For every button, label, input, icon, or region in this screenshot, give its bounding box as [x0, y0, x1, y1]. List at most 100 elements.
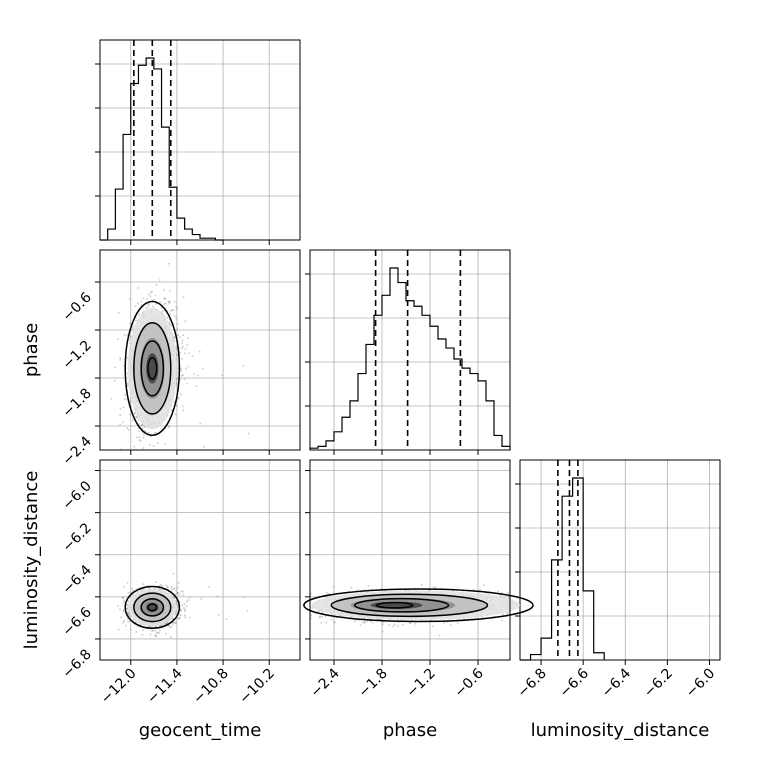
sample-point: [140, 300, 143, 303]
panel-geocent-time-phase: [95, 249, 301, 456]
sample-point: [397, 621, 400, 623]
sample-point: [154, 294, 157, 297]
sample-point: [333, 594, 335, 597]
x-tick-label: −6.2: [641, 666, 676, 701]
sample-point: [321, 616, 323, 618]
sample-point: [119, 423, 121, 426]
sample-point: [165, 584, 168, 587]
sample-point: [193, 373, 196, 376]
sample-point: [122, 421, 125, 424]
sample-point: [156, 631, 158, 634]
sample-point: [216, 595, 219, 598]
sample-point: [122, 609, 125, 611]
sample-point: [178, 617, 181, 620]
sample-point: [325, 591, 328, 594]
sample-point: [131, 328, 134, 330]
sample-point: [163, 303, 166, 305]
sample-point: [127, 613, 129, 615]
sample-point: [177, 606, 180, 608]
contour-line: [133, 592, 172, 623]
sample-point: [147, 625, 150, 628]
sample-point: [154, 634, 156, 636]
sample-point: [159, 300, 161, 303]
sample-point: [182, 374, 184, 377]
sample-point: [186, 382, 188, 385]
sample-point: [317, 610, 320, 613]
sample-point: [318, 610, 320, 612]
sample-point: [146, 454, 148, 456]
sample-point: [155, 635, 157, 638]
sample-point: [177, 617, 180, 620]
sample-point: [181, 358, 183, 360]
sample-point: [175, 589, 177, 592]
sample-point: [155, 626, 157, 628]
sample-point: [161, 625, 164, 627]
panel-frame: [99, 249, 301, 451]
sample-point: [168, 301, 171, 304]
sample-point: [170, 586, 173, 588]
sample-point: [183, 614, 186, 617]
sample-point: [122, 586, 125, 588]
sample-point: [170, 636, 172, 638]
sample-point: [318, 616, 321, 619]
sample-point: [511, 597, 513, 599]
sample-point: [126, 607, 129, 609]
sample-point: [363, 588, 366, 591]
sample-point: [176, 386, 179, 388]
sample-point: [201, 367, 204, 370]
sample-point: [152, 445, 155, 447]
sample-point: [174, 622, 177, 624]
sample-point: [151, 453, 153, 455]
sample-point: [481, 616, 483, 618]
sample-point: [175, 379, 178, 381]
sample-point: [176, 591, 179, 594]
sample-point: [136, 436, 139, 439]
sample-point: [142, 588, 144, 590]
sample-point: [508, 596, 510, 598]
sample-point: [177, 334, 180, 337]
panel-background: [520, 460, 720, 660]
sample-point: [360, 591, 362, 594]
sample-point: [186, 344, 189, 346]
sample-point: [126, 384, 129, 387]
sample-point: [310, 617, 312, 620]
sample-point: [155, 303, 157, 305]
sample-point: [131, 591, 133, 594]
sample-point: [160, 624, 163, 626]
sample-point: [172, 594, 175, 597]
sample-point: [184, 352, 186, 355]
sample-point: [123, 364, 125, 367]
sample-point: [180, 609, 183, 612]
sample-point: [179, 613, 182, 616]
sample-point: [151, 626, 153, 629]
sample-point: [170, 409, 173, 411]
sample-point: [173, 622, 175, 624]
sample-point: [369, 620, 372, 623]
sample-point: [165, 633, 167, 635]
sample-point: [174, 413, 177, 416]
sample-point: [438, 634, 441, 637]
sample-point: [242, 365, 245, 367]
sample-point: [502, 613, 504, 616]
contour-line: [140, 598, 165, 617]
sample-point: [177, 617, 180, 620]
sample-point: [178, 347, 180, 349]
sample-point: [325, 621, 327, 624]
sample-point: [122, 596, 125, 599]
sample-point: [175, 602, 178, 605]
sample-point: [169, 313, 171, 316]
sample-point: [166, 622, 168, 624]
sample-point: [151, 630, 153, 632]
sample-point: [181, 342, 183, 344]
sample-point: [172, 621, 175, 624]
sample-point: [126, 372, 129, 375]
sample-point: [154, 581, 157, 584]
sample-point: [364, 621, 366, 623]
sample-point: [137, 287, 140, 289]
sample-point: [175, 345, 178, 348]
sample-point: [124, 394, 127, 396]
sample-point: [145, 307, 148, 310]
sample-point: [144, 430, 147, 432]
sample-point: [184, 348, 187, 350]
sample-point: [164, 297, 166, 300]
